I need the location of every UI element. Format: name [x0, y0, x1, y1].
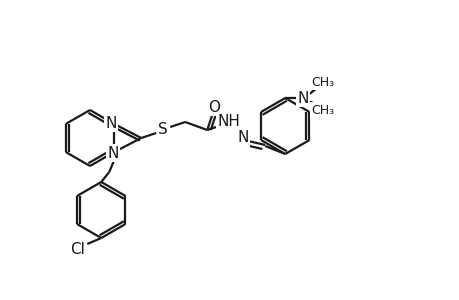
Text: N: N	[105, 116, 117, 130]
Text: CH₃: CH₃	[311, 103, 334, 116]
Text: NH: NH	[218, 115, 240, 130]
Text: N: N	[107, 146, 119, 160]
Text: N: N	[237, 130, 248, 146]
Text: CH₃: CH₃	[311, 76, 334, 88]
Text: O: O	[208, 100, 220, 115]
Text: N: N	[297, 91, 308, 106]
Text: S: S	[158, 122, 168, 137]
Text: Cl: Cl	[70, 242, 84, 257]
